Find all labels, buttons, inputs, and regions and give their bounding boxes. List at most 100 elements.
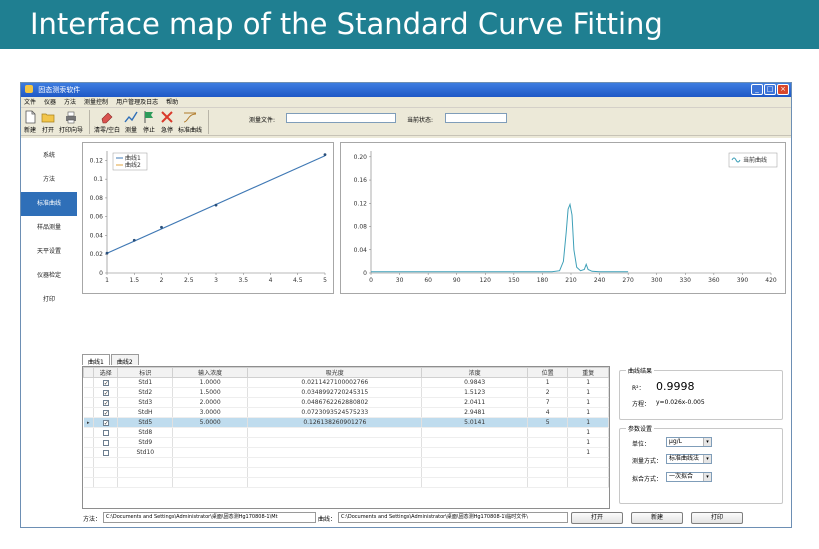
- stop-button[interactable]: 停止: [142, 108, 156, 134]
- col-position: 位置: [526, 367, 569, 378]
- id-cell: StdH: [117, 407, 174, 418]
- empty-cell: [117, 467, 174, 478]
- empty-cell: [172, 477, 249, 488]
- table-row[interactable]: Std10 1: [83, 447, 609, 458]
- legend-swatch: [731, 157, 741, 163]
- checkbox-checked[interactable]: ✓: [102, 409, 109, 417]
- tab-curve1[interactable]: 曲线1: [82, 354, 110, 366]
- checkbox[interactable]: [102, 429, 109, 436]
- emergency-stop-button[interactable]: 急停: [160, 108, 174, 134]
- unit-select[interactable]: μg/L ▾: [666, 437, 712, 447]
- table-row[interactable]: ▸ ✓ Std5 5.0000 0.126138260901276 5.0141 5 1: [83, 417, 609, 428]
- table-row[interactable]: ✓ Std2 1.5000 0.0348992720245315 1.5123 2 1: [83, 387, 609, 398]
- table-row[interactable]: ✓ Std1 1.0000 0.0211427100002766 0.9843 1 1: [83, 377, 609, 388]
- select-cell: ✓: [93, 407, 119, 418]
- open-button[interactable]: 打开: [41, 108, 55, 134]
- table-row[interactable]: Std8 1: [83, 427, 609, 438]
- menu-method[interactable]: 方法: [64, 99, 77, 106]
- row-marker: [83, 377, 95, 388]
- fit-mode-select[interactable]: 一次拟合 ▾: [666, 472, 712, 482]
- window-title: 固态测汞软件: [38, 86, 81, 94]
- row-marker: [83, 447, 95, 458]
- legend-label: 曲线1: [125, 154, 141, 162]
- curve-mode-value: 标准曲线法: [669, 455, 700, 462]
- absorbance-cell: 0.0723093524575233: [247, 407, 423, 418]
- curve-path-field[interactable]: C:\Documents and Settings\Administrator\…: [338, 512, 568, 523]
- row-marker: [83, 427, 95, 438]
- window-titlebar: 固态测汞软件 _ □ ×: [21, 83, 791, 97]
- x-tick-label: 1: [105, 277, 109, 284]
- r2-label: R²：: [632, 385, 645, 392]
- new-button[interactable]: 新建: [23, 108, 37, 134]
- nav-item-balance-settings[interactable]: 天平设置: [36, 248, 61, 255]
- params-group: 参数设置 单位： μg/L ▾ 测量方式： 标准曲线法 ▾ 拟合方式： 一次拟合 ▾: [619, 424, 783, 504]
- nav-item-method[interactable]: 方法: [42, 176, 55, 183]
- data-point: [214, 203, 218, 207]
- print-wizard-button[interactable]: 打印向导: [59, 108, 83, 134]
- zero-blank-button[interactable]: 清零/空白: [94, 108, 120, 134]
- empty-cell: [117, 477, 174, 488]
- empty-cell: [172, 467, 249, 478]
- input-conc-cell: [172, 437, 249, 448]
- table-row[interactable]: ✓ StdH 3.0000 0.0723093524575233 2.9481 4 1: [83, 407, 609, 418]
- table-row[interactable]: ✓ Std3 2.0000 0.0486762262880802 2.0411 7 1: [83, 397, 609, 408]
- y-tick-label: 0: [363, 270, 367, 277]
- menu-file[interactable]: 文件: [24, 99, 37, 106]
- tab-curve2[interactable]: 曲线2: [110, 354, 139, 366]
- checkbox-checked[interactable]: ✓: [102, 379, 109, 387]
- position-cell: 4: [527, 407, 569, 418]
- toolbar-separator: [208, 110, 210, 134]
- curve-mode-select[interactable]: 标准曲线法 ▾: [666, 454, 712, 464]
- nav-item-instrument-verify[interactable]: 仪器检定: [36, 272, 61, 279]
- toolbar: 新建 打开 打印向导 清零/空白 测量 停止: [21, 108, 791, 136]
- chevron-down-icon: ▾: [703, 438, 711, 446]
- curve-mode-label: 测量方式：: [632, 458, 663, 465]
- measure-file-field[interactable]: [286, 113, 396, 123]
- position-cell: [527, 447, 569, 458]
- toolbar-separator: [89, 110, 91, 134]
- standard-curve-button[interactable]: 标准曲线: [178, 108, 202, 134]
- legend-box: [728, 152, 778, 168]
- menu-user-management[interactable]: 用户管理及日志: [116, 99, 159, 106]
- print-curve-button[interactable]: 打印: [691, 512, 743, 524]
- checkbox[interactable]: [102, 439, 109, 446]
- menu-measure-control[interactable]: 测量控制: [84, 99, 109, 106]
- id-cell: Std1: [117, 377, 174, 388]
- checkbox-checked[interactable]: ✓: [102, 389, 109, 397]
- col-repeat: 重复: [567, 367, 609, 378]
- x-tick-label: 300: [651, 277, 663, 284]
- select-cell: [93, 427, 119, 438]
- nav-item-system[interactable]: 系统: [42, 152, 55, 159]
- minimize-button[interactable]: _: [751, 84, 763, 95]
- x-tick-label: 360: [708, 277, 720, 284]
- y-tick-label: 0.12: [354, 200, 368, 207]
- absorbance-cell: 0.126138260901276: [247, 417, 423, 428]
- open-curve-button[interactable]: 打开: [571, 512, 623, 524]
- maximize-button[interactable]: □: [764, 84, 776, 95]
- x-tick-label: 90: [453, 277, 461, 284]
- unit-select-value: μg/L: [669, 438, 682, 445]
- menu-help[interactable]: 帮助: [166, 99, 179, 106]
- table-row[interactable]: Std9 1: [83, 437, 609, 448]
- position-cell: 2: [527, 387, 569, 398]
- col-id: 标识: [117, 367, 174, 378]
- close-button[interactable]: ×: [777, 84, 789, 95]
- x-tick-label: 2: [160, 277, 164, 284]
- y-tick-label: 0.16: [354, 177, 368, 184]
- method-path-field[interactable]: C:\Documents and Settings\Administrator\…: [103, 512, 316, 523]
- id-cell: Std5: [117, 417, 174, 428]
- nav-item-standard-curve[interactable]: 标准曲线: [21, 192, 77, 216]
- nav-item-sample-measure[interactable]: 样品测量: [36, 224, 61, 231]
- empty-cell: [421, 467, 528, 478]
- nav-item-print[interactable]: 打印: [42, 296, 55, 303]
- checkbox[interactable]: [102, 449, 109, 456]
- measure-file-label: 测量文件:: [249, 117, 276, 124]
- x-tick-label: 4: [269, 277, 273, 284]
- checkbox-checked[interactable]: ✓: [102, 419, 109, 427]
- measure-button[interactable]: 测量: [124, 108, 138, 134]
- conc-cell: [421, 427, 528, 438]
- y-tick-label: 0.06: [90, 214, 104, 221]
- new-curve-button[interactable]: 新建: [631, 512, 683, 524]
- menu-instrument[interactable]: 仪器: [44, 99, 57, 106]
- checkbox-checked[interactable]: ✓: [102, 399, 109, 407]
